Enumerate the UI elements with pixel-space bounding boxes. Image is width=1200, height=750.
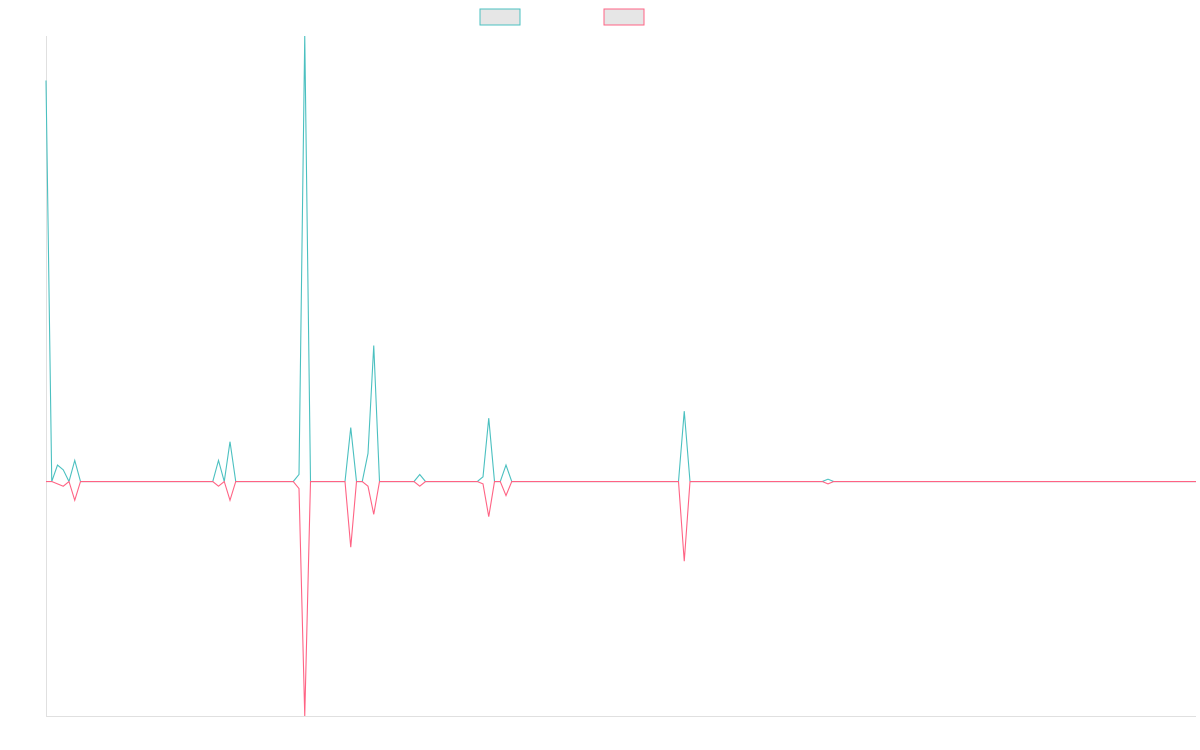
series-b-line: [46, 480, 1196, 717]
legend: [479, 8, 645, 26]
legend-swatch-series-a[interactable]: [479, 8, 521, 26]
series-group: [45, 35, 1196, 717]
series-a-line: [45, 35, 1196, 484]
legend-swatch-series-b[interactable]: [603, 8, 645, 26]
